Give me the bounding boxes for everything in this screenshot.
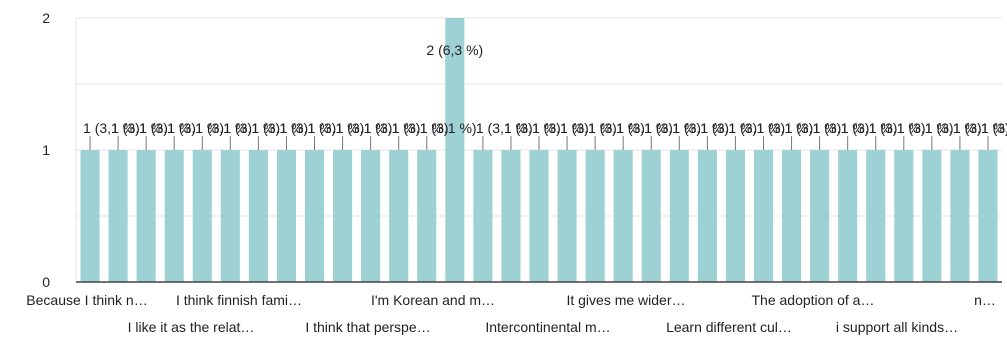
bar-data-label: 1 (3,1 %) [195, 120, 252, 136]
x-tick-label: Because I think n… [26, 292, 147, 308]
bar-data-label: 1 (3,1 %) [279, 120, 336, 136]
bar-data-label: 1 (3,1 %) [532, 120, 589, 136]
bar-data-label: 1 (3,1 %) [785, 120, 842, 136]
x-tick-label: I'm Korean and m… [371, 292, 495, 308]
bar [248, 150, 268, 282]
x-tick-label: I think finnish fami… [176, 292, 302, 308]
bar [108, 150, 128, 282]
bar-data-label: 1 (3,1 %) [869, 120, 926, 136]
bar-data-label: 1 (3,1 %) [364, 120, 421, 136]
axis-layer: 0 1 2 Because I think n… I think finnish fam… [26, 10, 1002, 335]
bar [950, 150, 970, 282]
bar-layer [80, 18, 998, 282]
x-tick-label: I think that perspe… [305, 319, 430, 335]
bar-data-label: 1 (3,1 %) [420, 120, 477, 136]
bar [529, 150, 549, 282]
bar-data-label: 1 (3,1 %) [616, 120, 673, 136]
bar-data-label: 1 (3,1 %) [644, 120, 701, 136]
bar [922, 150, 942, 282]
bar [333, 150, 353, 282]
bar-data-label: 1 (3,1 %) [139, 120, 196, 136]
bar-data-label: 1 (3,1 %) [504, 120, 561, 136]
x-tick-label: Learn different cul… [666, 319, 792, 335]
bar [753, 150, 774, 282]
bar [361, 150, 381, 282]
bar-data-label: 1 (3,1 %) [251, 120, 308, 136]
bar [978, 150, 998, 282]
bar-data-label: 1 (3,1 %) [728, 120, 785, 136]
bar-data-label: 1 (3,1 %) [111, 120, 168, 136]
y-tick-label: 2 [42, 10, 50, 26]
x-tick-label: It gives me wider… [566, 292, 685, 308]
bar [725, 150, 745, 282]
bar-data-label: 2 (6,3 %) [426, 42, 483, 58]
bar [866, 150, 886, 282]
x-tick-label: The adoption of a… [752, 292, 875, 308]
bar-data-label: 1 (3,1 %) [813, 120, 870, 136]
bar [838, 150, 858, 282]
bar [697, 150, 717, 282]
bar [585, 150, 605, 282]
bar [164, 150, 184, 282]
bar [782, 150, 802, 282]
bar-data-label: 1 (3,1 %) [953, 120, 1007, 136]
bar-data-label: 1 (3,1 %) [167, 120, 224, 136]
bar-data-label: 1 (3,1 %) [560, 120, 617, 136]
bar-data-label: 1 (3,1 %) [223, 120, 280, 136]
bar [445, 18, 465, 282]
bar-data-label: 1 (3,1 %) [588, 120, 645, 136]
bar [192, 150, 212, 282]
bar [501, 150, 521, 282]
bar [276, 150, 296, 282]
bar-data-label: 1 (3,1 %) [925, 120, 982, 136]
bar [613, 150, 633, 282]
bar [417, 150, 437, 282]
x-tick-label: i support all kinds… [836, 319, 958, 335]
bar [389, 150, 409, 282]
x-tick-label: I like it as the relat… [128, 319, 255, 335]
bar-data-label: 1 (3,1 %) [308, 120, 365, 136]
y-tick-label: 1 [42, 142, 50, 158]
x-tick-label: n… [974, 292, 996, 308]
bar-data-label: 1 (3,1 %) [897, 120, 954, 136]
bar [669, 150, 689, 282]
bar-data-label: 1 (3,1 %) [700, 120, 757, 136]
bar-data-label: 1 (3,1 %) [981, 120, 1007, 136]
bar [557, 150, 577, 282]
bar-data-label: 1 (3,1 %) [476, 120, 533, 136]
y-tick-label: 0 [42, 274, 50, 290]
bar [80, 150, 100, 282]
bar [473, 150, 493, 282]
bar-data-label: 1 (3,1 %) [672, 120, 729, 136]
bar [304, 150, 325, 282]
data-label-layer: 1 (3,1 %)1 (3,1 %)1 (3,1 %)1 (3,1 %)1 (3… [83, 42, 1007, 150]
bar-data-label: 1 (3,1 %) [392, 120, 449, 136]
bar-data-label: 1 (3,1 %) [83, 120, 140, 136]
bar-data-label: 1 (3,1 %) [841, 120, 898, 136]
bar [136, 150, 156, 282]
bar [641, 150, 661, 282]
bar [810, 150, 830, 282]
bar-data-label: 1 (3,1 %) [336, 120, 393, 136]
bar [894, 150, 914, 282]
x-tick-label: Intercontinental m… [485, 319, 610, 335]
bar [220, 150, 240, 282]
bar-data-label: 1 (3,1 %) [756, 120, 813, 136]
